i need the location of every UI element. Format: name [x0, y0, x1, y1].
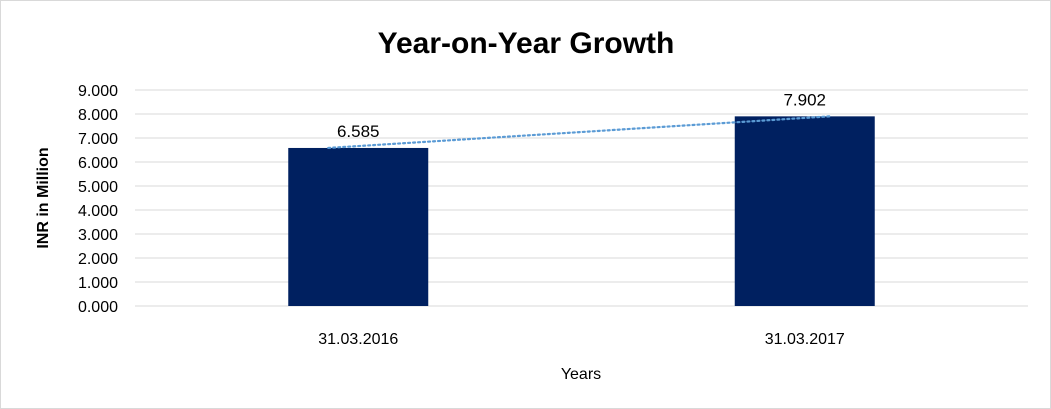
bars — [288, 116, 875, 307]
y-tick-label: 2.000 — [78, 251, 118, 268]
x-tick-label: 31.03.2017 — [765, 331, 845, 348]
trendline-line — [327, 115, 831, 150]
x-axis-title: Years — [561, 366, 601, 383]
y-tick-label: 8.000 — [78, 107, 118, 124]
bar — [288, 147, 429, 306]
y-tick-label: 4.000 — [78, 203, 118, 220]
gridlines — [135, 89, 1028, 307]
bar — [734, 116, 875, 307]
x-axis-ticks: 31.03.2016 31.03.2017 — [318, 331, 845, 348]
x-tick-label: 31.03.2016 — [318, 331, 398, 348]
y-tick-label: 0.000 — [78, 299, 118, 316]
bar-data-label: 7.902 — [783, 90, 826, 109]
y-axis-ticks: 0.000 1.000 2.000 3.000 4.000 5.000 6.000 7.000… — [78, 83, 118, 316]
bar-data-label: 6.585 — [337, 122, 380, 141]
y-tick-label: 9.000 — [78, 83, 118, 100]
y-tick-label: 7.000 — [78, 131, 118, 148]
y-tick-label: 5.000 — [78, 179, 118, 196]
y-tick-label: 3.000 — [78, 227, 118, 244]
data-labels: 6.585 7.902 — [337, 90, 826, 141]
y-tick-label: 1.000 — [78, 275, 118, 292]
y-tick-label: 6.000 — [78, 155, 118, 172]
trendline — [327, 115, 831, 150]
chart-title: Year-on-Year Growth — [378, 27, 675, 60]
y-axis-title: INR in Million — [35, 147, 52, 248]
